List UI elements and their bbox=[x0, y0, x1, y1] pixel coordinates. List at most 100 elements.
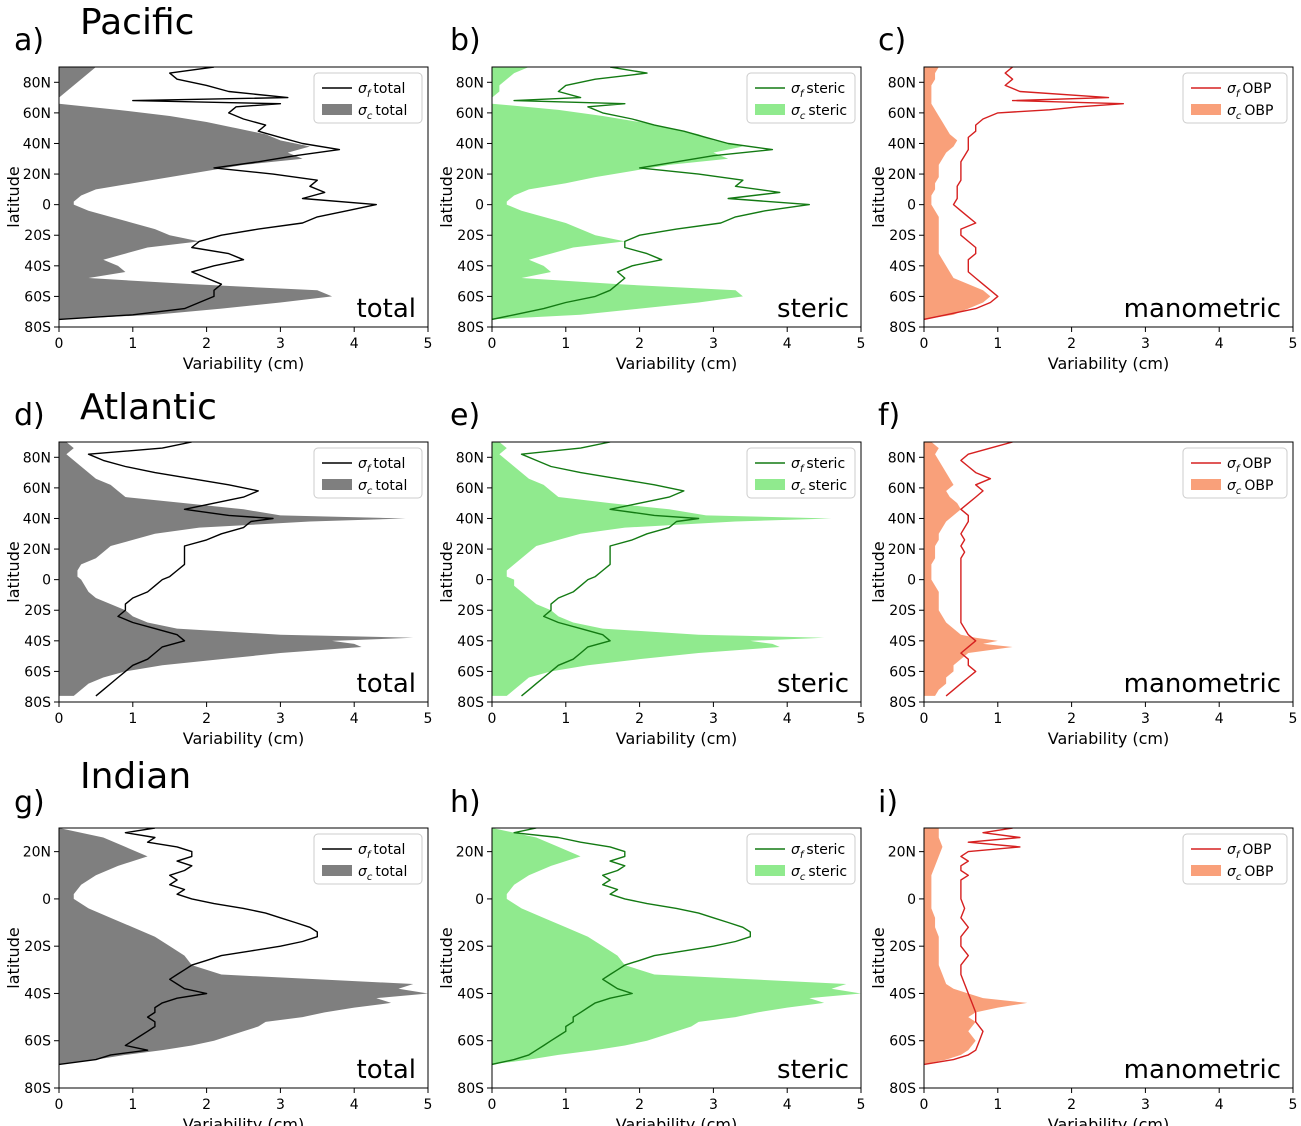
y-tick-label: 0 bbox=[42, 892, 51, 908]
x-tick-label: 5 bbox=[424, 1097, 433, 1113]
y-tick-label: 0 bbox=[907, 198, 916, 214]
legend-fill-swatch bbox=[1191, 479, 1221, 490]
x-tick-label: 2 bbox=[635, 711, 644, 727]
y-tick-label: 60S bbox=[457, 664, 484, 680]
x-tick-label: 5 bbox=[857, 711, 866, 727]
y-tick-label: 80S bbox=[889, 695, 916, 711]
sigma-c-area bbox=[492, 442, 832, 696]
legend-entry-line: σf total bbox=[358, 456, 405, 475]
legend-label: steric bbox=[808, 103, 847, 119]
legend-label: steric bbox=[806, 81, 845, 97]
legend-label: total bbox=[375, 864, 407, 880]
x-axis-label: Variability (cm) bbox=[616, 1115, 738, 1126]
legend-subscript: f bbox=[1236, 464, 1241, 475]
x-tick-label: 1 bbox=[561, 711, 570, 727]
legend-symbol: σ bbox=[358, 81, 368, 97]
legend-symbol: σ bbox=[791, 842, 801, 858]
y-tick-label: 60N bbox=[456, 106, 484, 122]
plot-frame bbox=[58, 66, 429, 328]
sigma-c-area bbox=[59, 442, 414, 696]
sigma-c-area bbox=[924, 442, 1013, 696]
legend-entry-fill: σc total bbox=[358, 103, 407, 122]
y-tick-label: 20S bbox=[457, 603, 484, 619]
panel-i: 0 1 2 3 4 5 20N 0 20S 40S 60S 80S Variability (cm) la… bbox=[869, 785, 1297, 1126]
panel-letter: h) bbox=[450, 785, 481, 820]
y-tick-label: 20N bbox=[23, 542, 51, 558]
component-label: steric bbox=[777, 1055, 849, 1085]
panel-letter: f) bbox=[878, 398, 900, 433]
x-tick-label: 5 bbox=[1289, 1097, 1298, 1113]
panel-e: 0 1 2 3 4 5 80N 60N 40N 20N 0 20S 40S 60S 80S Variabili… bbox=[437, 398, 865, 748]
panel-f: 0 1 2 3 4 5 80N 60N 40N 20N 0 20S 40S 60S 80S Variabili… bbox=[869, 398, 1297, 748]
y-tick-label: 40S bbox=[24, 634, 51, 650]
x-tick-label: 2 bbox=[635, 336, 644, 352]
plot-frame bbox=[58, 441, 429, 703]
y-tick-label: 40S bbox=[889, 986, 916, 1002]
legend-subscript: c bbox=[800, 872, 806, 883]
y-tick-label: 60N bbox=[23, 106, 51, 122]
legend-subscript: f bbox=[367, 464, 372, 475]
x-tick-label: 0 bbox=[488, 711, 497, 727]
y-tick-label: 80S bbox=[24, 1081, 51, 1097]
legend-fill-swatch bbox=[755, 104, 785, 115]
sigma-f-line bbox=[945, 442, 1013, 697]
legend-symbol: σ bbox=[1227, 81, 1237, 97]
x-tick-label: 4 bbox=[783, 711, 792, 727]
y-axis-label: latitude bbox=[869, 166, 888, 227]
legend-entry-line: σf steric bbox=[791, 456, 845, 475]
y-axis-label: latitude bbox=[4, 927, 23, 988]
legend-entry-fill: σc OBP bbox=[1227, 478, 1273, 497]
component-label: steric bbox=[777, 669, 849, 699]
y-tick-label: 0 bbox=[42, 198, 51, 214]
y-tick-label: 60N bbox=[888, 481, 916, 497]
panel-letter: e) bbox=[450, 398, 480, 433]
plot-frame bbox=[923, 441, 1294, 703]
x-tick-label: 0 bbox=[488, 336, 497, 352]
x-tick-label: 3 bbox=[276, 336, 285, 352]
legend-subscript: c bbox=[367, 872, 373, 883]
x-tick-label: 1 bbox=[993, 336, 1002, 352]
y-tick-label: 60S bbox=[457, 289, 484, 305]
legend-symbol: σ bbox=[1227, 864, 1237, 880]
legend-subscript: f bbox=[1236, 89, 1241, 100]
legend-fill-swatch bbox=[755, 865, 785, 876]
legend-subscript: c bbox=[367, 486, 373, 497]
legend: σf total σc total bbox=[313, 447, 423, 499]
y-tick-label: 40S bbox=[24, 986, 51, 1002]
panel-h: 0 1 2 3 4 5 20N 0 20S 40S 60S 80S Variability (cm) la… bbox=[437, 785, 865, 1126]
legend-entry-fill: σc total bbox=[358, 478, 407, 497]
y-tick-label: 40N bbox=[23, 136, 51, 152]
y-tick-label: 0 bbox=[475, 573, 484, 589]
legend-label: OBP bbox=[1244, 864, 1273, 880]
legend-subscript: c bbox=[367, 111, 373, 122]
sigma-c-area bbox=[924, 67, 991, 320]
sigma-f-line bbox=[924, 67, 1125, 321]
plot-frame bbox=[923, 66, 1294, 328]
x-tick-label: 2 bbox=[202, 1097, 211, 1113]
legend-subscript: c bbox=[800, 486, 806, 497]
panel-c: 0 1 2 3 4 5 80N 60N 40N 20N 0 20S 40S 60S 80S Variabili… bbox=[869, 23, 1297, 373]
y-tick-label: 40N bbox=[23, 511, 51, 527]
legend-label: total bbox=[373, 81, 405, 97]
y-tick-label: 40S bbox=[457, 259, 484, 275]
y-axis-label: latitude bbox=[437, 927, 456, 988]
sigma-f-line bbox=[59, 67, 377, 321]
y-tick-label: 60S bbox=[889, 664, 916, 680]
component-label: total bbox=[357, 669, 416, 699]
x-tick-label: 4 bbox=[783, 336, 792, 352]
y-tick-label: 40N bbox=[456, 511, 484, 527]
panel-a: 0 1 2 3 4 5 80N 60N 40N 20N 0 20S 40S 60S 80S Variabili… bbox=[4, 23, 432, 373]
legend-subscript: c bbox=[1236, 486, 1242, 497]
y-tick-label: 0 bbox=[907, 892, 916, 908]
y-tick-label: 60S bbox=[24, 664, 51, 680]
legend-symbol: σ bbox=[1227, 456, 1237, 472]
y-tick-label: 40S bbox=[457, 986, 484, 1002]
panel-d: 0 1 2 3 4 5 80N 60N 40N 20N 0 20S 40S 60S 80S Variabili… bbox=[4, 398, 432, 748]
x-tick-label: 4 bbox=[1215, 711, 1224, 727]
basin-title: Indian bbox=[80, 756, 191, 797]
x-tick-label: 4 bbox=[783, 1097, 792, 1113]
